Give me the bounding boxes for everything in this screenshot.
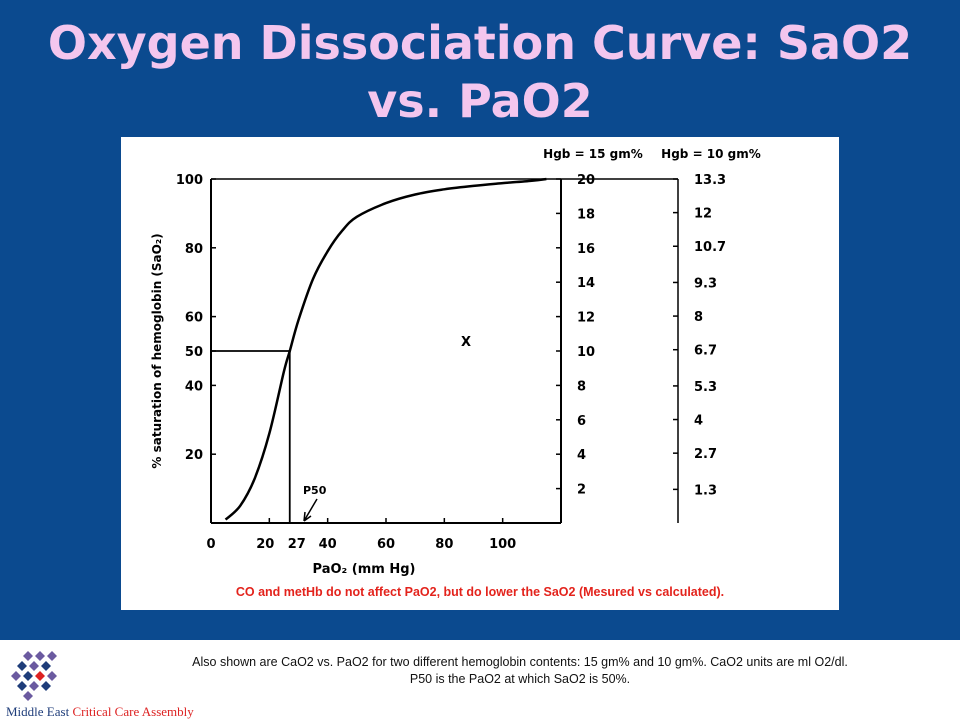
y-tick-label: 60 [185,311,203,326]
logo-diamond [23,691,33,701]
hgb10-tick-labels: 13.3 12 10.7 9.3 8 6.7 5.3 4 2.7 1.3 [673,173,726,498]
logo-word-middle-east: Middle East [6,704,70,719]
logo-diamond [41,681,51,691]
hgb10-tick-label: 1.3 [694,483,717,498]
y-tick-label: 50 [185,345,203,360]
hgb15-tick-label: 12 [577,311,595,326]
y-tick-label: 20 [185,448,203,463]
footer-caption: Also shown are CaO2 vs. PaO2 for two dif… [80,654,960,688]
hgb10-label: Hgb = 10 gm% [661,147,761,161]
p50-guide-lines [211,350,291,523]
logo-diamond [35,671,45,681]
y-tick-label: 100 [176,173,203,188]
logo-word-critical-care: Critical Care Assembly [72,704,194,719]
mecca-logo: Middle East Critical Care Assembly [6,648,206,720]
y-axis-label: % saturation of hemoglobin (SaO₂) [150,233,164,468]
x-tick-label: 20 [256,537,274,552]
logo-diamond [35,651,45,661]
hgb15-tick-label: 2 [577,483,586,498]
hgb10-tick-label: 8 [694,310,703,325]
hgb10-tick-label: 6.7 [694,344,717,359]
hgb10-tick-label: 4 [694,414,703,429]
logo-text: Middle East Critical Care Assembly [6,704,194,720]
y-tick-label: 40 [185,379,203,394]
hgb10-tick-label: 12 [694,207,712,222]
logo-diamond [17,681,27,691]
x-tick-label: 0 [206,537,215,552]
footer-caption-line-2: P50 is the PaO2 at which SaO2 is 50%. [409,672,631,686]
logo-diamond [23,671,33,681]
hgb15-label: Hgb = 15 gm% [543,147,643,161]
hgb15-tick-label: 8 [577,379,586,394]
hgb10-tick-label: 5.3 [694,380,717,395]
logo-diamond [23,651,33,661]
y-tick-labels: 100 80 60 50 40 20 [176,173,216,463]
footer: Middle East Critical Care Assembly Also … [0,640,960,720]
title-line-2: vs. PaO2 [367,74,593,128]
hgb15-tick-label: 10 [577,345,595,360]
logo-diamond [29,681,39,691]
logo-diamond-icon [11,651,57,701]
hgb15-tick-label: 16 [577,242,595,257]
slide-title: Oxygen Dissociation Curve: SaO2 vs. PaO2 [0,14,960,130]
x-tick-label: 80 [435,537,453,552]
hgb10-tick-label: 10.7 [694,240,726,255]
hgb15-tick-label: 18 [577,207,595,222]
hgb15-tick-label: 14 [577,276,595,291]
dissociation-curve [224,177,547,521]
chart-panel: 0 20 27 40 60 80 100 100 80 60 50 40 20 20 18 16 14 12 1… [121,137,839,610]
y-tick-label: 80 [185,242,203,257]
x-tick-label: 40 [319,537,337,552]
logo-diamond [17,661,27,671]
hgb10-tick-label: 2.7 [694,447,717,462]
x-axis-label: PaO₂ (mm Hg) [313,562,416,577]
hgb10-tick-label: 9.3 [694,276,717,291]
logo-diamond [47,651,57,661]
footer-caption-line-1: Also shown are CaO2 vs. PaO2 for two dif… [192,655,848,669]
logo-diamond [41,661,51,671]
hgb15-tick-labels: 20 18 16 14 12 10 8 6 4 2 [556,173,595,498]
title-line-1: Oxygen Dissociation Curve: SaO2 [47,16,913,70]
x-tick-label: 27 [288,537,306,552]
p50-annotation: P50 [303,484,327,497]
x-tick-label: 100 [489,537,516,552]
co-methb-note: CO and metHb do not affect PaO2, but do … [235,585,725,599]
logo-diamond [47,671,57,681]
logo-diamond [29,661,39,671]
hgb15-tick-label: 6 [577,414,586,429]
hgb15-tick-label: 20 [577,173,595,188]
x-tick-label: 60 [377,537,395,552]
hgb15-tick-label: 4 [577,448,586,463]
x-mark-annotation: X [461,335,471,350]
p50-arrow [303,498,318,522]
logo-diamond [11,671,21,681]
hgb10-tick-label: 13.3 [694,173,726,188]
